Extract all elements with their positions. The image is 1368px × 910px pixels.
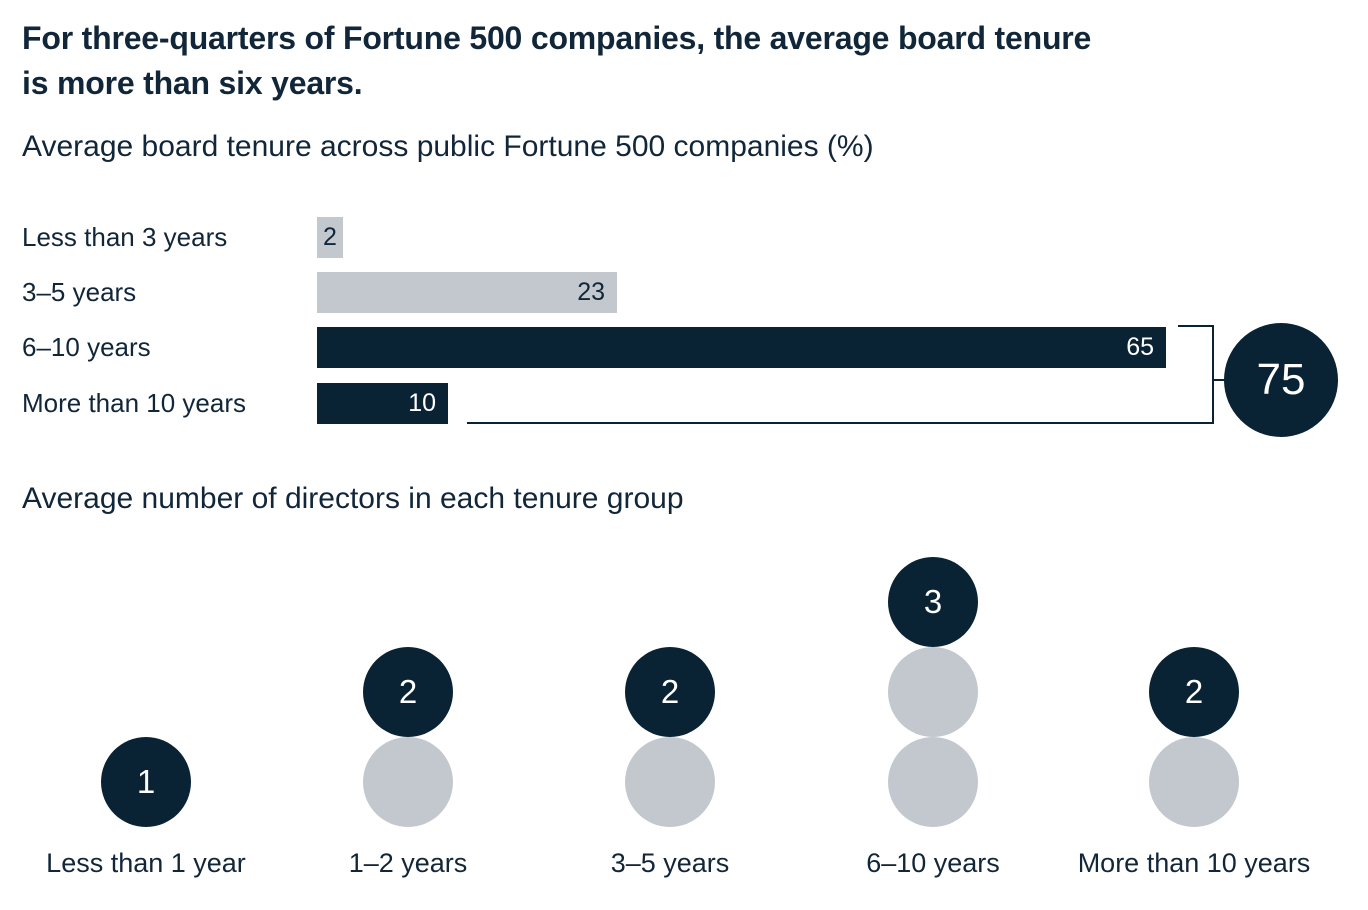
headline-line-2: is more than six years. bbox=[22, 65, 363, 101]
bar-value: 65 bbox=[1126, 333, 1154, 361]
bar: 10 bbox=[317, 383, 448, 424]
headline-line-1: For three-quarters of Fortune 500 compan… bbox=[22, 20, 1092, 56]
pictogram-column: 2 bbox=[625, 647, 715, 827]
count-circle: 2 bbox=[363, 647, 453, 737]
bar-row: 6–10 years 65 bbox=[0, 327, 1368, 368]
bar-row: Less than 3 years 2 bbox=[0, 217, 1368, 258]
bracket-vertical-line bbox=[1212, 325, 1214, 424]
pictogram-column: 1 bbox=[101, 737, 191, 827]
pictogram-column: 3 bbox=[888, 557, 978, 827]
count-circle: 2 bbox=[625, 647, 715, 737]
pictogram-title: Average number of directors in each tenu… bbox=[22, 482, 684, 515]
bar: 65 bbox=[317, 327, 1166, 368]
bar-category-label: 6–10 years bbox=[22, 332, 151, 362]
bar-value: 23 bbox=[577, 278, 605, 306]
director-circle bbox=[888, 647, 978, 737]
count-circle: 2 bbox=[1149, 647, 1239, 737]
pictogram-label: 3–5 years bbox=[610, 848, 730, 878]
bar-category-label: More than 10 years bbox=[22, 388, 247, 418]
count-value: 2 bbox=[1184, 673, 1204, 710]
count-value: 2 bbox=[660, 673, 680, 710]
bracket-connector-line bbox=[1214, 379, 1226, 381]
headline: For three-quarters of Fortune 500 compan… bbox=[22, 16, 1091, 106]
pictogram-label: 1–2 years bbox=[348, 848, 468, 878]
count-value: 1 bbox=[136, 763, 156, 800]
sum-value: 75 bbox=[1256, 355, 1306, 404]
bar-category-label: Less than 3 years bbox=[22, 222, 228, 252]
pictogram-label: 6–10 years bbox=[866, 848, 1000, 878]
bracket-bottom-line bbox=[467, 422, 1214, 424]
pictogram-column: 2 bbox=[363, 647, 453, 827]
bar: 23 bbox=[317, 272, 617, 313]
director-circle bbox=[1149, 737, 1239, 827]
director-circle bbox=[625, 737, 715, 827]
sum-circle: 75 bbox=[1224, 323, 1338, 437]
bar-row: More than 10 years 10 bbox=[0, 383, 1368, 424]
count-value: 3 bbox=[923, 583, 943, 620]
director-circle bbox=[363, 737, 453, 827]
count-value: 2 bbox=[398, 673, 418, 710]
pictogram-label: Less than 1 year bbox=[46, 848, 246, 878]
bracket-top-line bbox=[1178, 325, 1214, 327]
pictogram-label: More than 10 years bbox=[1077, 848, 1311, 878]
bar-category-label: 3–5 years bbox=[22, 277, 137, 307]
bar-value: 2 bbox=[323, 223, 337, 251]
director-circle bbox=[888, 737, 978, 827]
pictogram-column: 2 bbox=[1149, 647, 1239, 827]
count-circle: 3 bbox=[888, 557, 978, 647]
bar: 2 bbox=[317, 217, 343, 258]
bar-row: 3–5 years 23 bbox=[0, 272, 1368, 313]
count-circle: 1 bbox=[101, 737, 191, 827]
bar-chart-title: Average board tenure across public Fortu… bbox=[22, 130, 874, 163]
bar-value: 10 bbox=[408, 389, 436, 417]
